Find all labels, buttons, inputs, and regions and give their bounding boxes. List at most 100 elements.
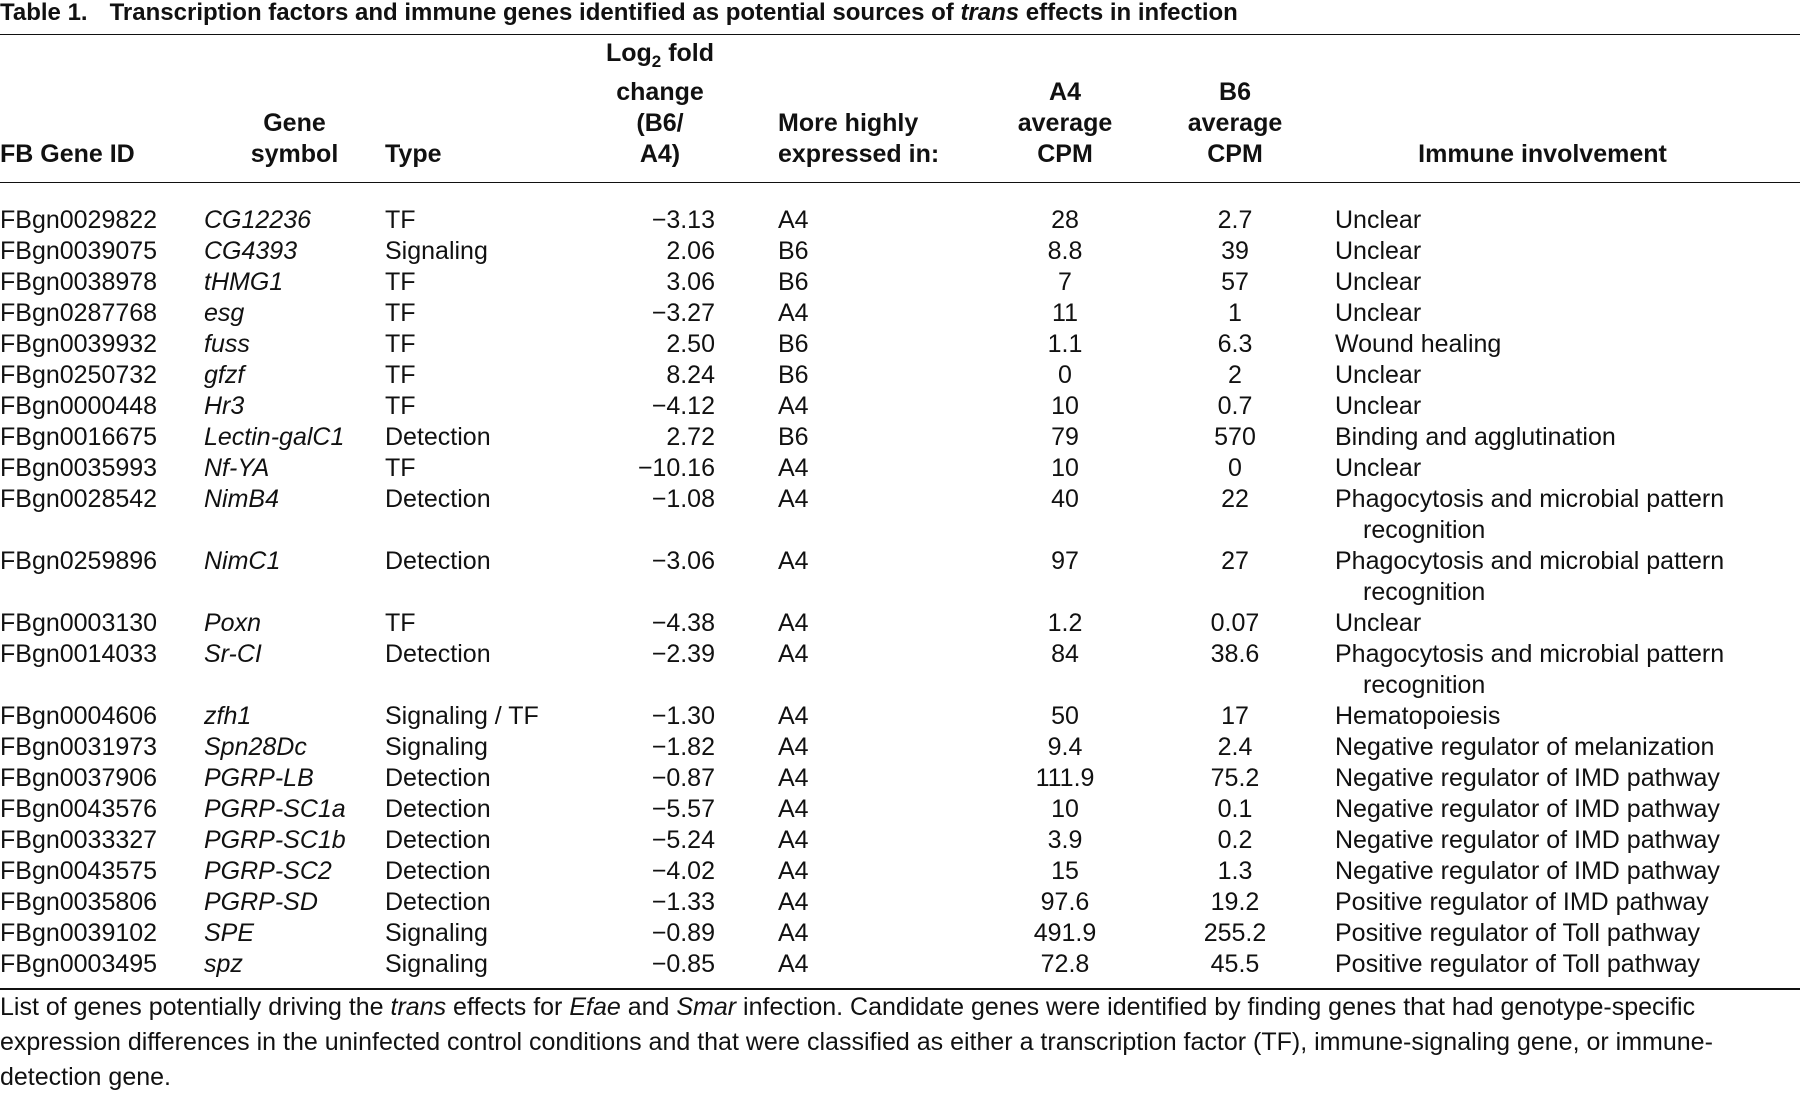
table-cell: 50 (1051, 702, 1079, 730)
table-cell: FBgn0038978 (0, 268, 158, 296)
text-run: A4) (639, 140, 681, 168)
header-line: Immune involvement (1285, 139, 1800, 170)
table-cell: gfzf (204, 361, 245, 389)
table-cell: Detection (385, 640, 491, 668)
table-cell: Unclear (1335, 268, 1422, 296)
italic-run: Efae (569, 993, 621, 1021)
table-cell: A4 (778, 392, 809, 420)
title-text: Transcription factors and immune genes i… (110, 0, 1238, 26)
table-cell: 45.5 (1185, 949, 1285, 990)
table-title: Table 1. Transcription factors and immune… (0, 0, 1238, 26)
table-row: FBgn0250732 gfzf TF 8.24 B6 0 2 Unclear (0, 360, 1800, 391)
table-cell: 1.1 (1047, 330, 1083, 358)
table-cell: FBgn0014033 (0, 640, 158, 668)
table-cell: 0.07 (1210, 609, 1260, 637)
table-cell: 1 (1228, 299, 1242, 327)
table-cell: 2.4 (1217, 733, 1253, 761)
table-cell: 2.50 (666, 330, 715, 358)
table-cell: Phagocytosis and microbial pattern recog… (1335, 547, 1725, 606)
italic-run: trans (960, 0, 1020, 26)
header-line: FB Gene ID (0, 139, 204, 170)
table-cell: Unclear (1335, 206, 1422, 234)
table-cell: FBgn0031973 (0, 733, 158, 761)
table-cell: A4 (778, 764, 809, 792)
table-cell: −4.12 (651, 392, 715, 420)
text-run: B6 (1219, 78, 1251, 106)
table-cell: A4 (778, 454, 809, 482)
table-cell: B6 (778, 237, 809, 265)
table-cell: 0 (1058, 361, 1072, 389)
table-cell: A4 (778, 206, 809, 234)
table-cell: −2.39 (651, 640, 715, 668)
table-cell: A4 (778, 733, 809, 761)
table-cell: fuss (204, 330, 250, 358)
table-cell: A4 (778, 888, 809, 916)
header-line: A4 (945, 77, 1185, 108)
table-cell: Phagocytosis and microbial pattern recog… (1335, 485, 1725, 544)
italic-run: trans (390, 993, 447, 1021)
table-cell: −4.02 (651, 857, 715, 885)
table-row: FBgn0028542 NimB4 Detection −1.08 A4 40 22 Phag… (0, 484, 1800, 546)
column-header: Type (385, 38, 605, 183)
header-line: average (945, 108, 1185, 139)
table-cell: 1.2 (1047, 609, 1083, 637)
table-cell: 38.6 (1210, 640, 1260, 668)
table-cell: FBgn0016675 (0, 423, 158, 451)
header-line: average (1185, 108, 1285, 139)
table-cell: A4 (778, 485, 809, 513)
table-cell: Unclear (1335, 361, 1422, 389)
table-cell: B6 (778, 423, 809, 451)
table-cell: TF (385, 454, 416, 482)
table-cell: TF (385, 361, 416, 389)
table-cell: 39 (1221, 237, 1249, 265)
header-line: expressed in: (778, 139, 945, 170)
table-row: FBgn0035806 PGRP-SD Detection −1.33 A4 97.6 19… (0, 887, 1800, 918)
table-cell: FBgn0004606 (0, 702, 158, 730)
text-run: infection. Candidate genes were identifi… (0, 993, 1713, 1091)
table-cell: −3.27 (651, 299, 715, 327)
table-label: Table 1. (0, 0, 88, 26)
table-cell: TF (385, 609, 416, 637)
table-cell: 72.8 (945, 949, 1185, 990)
header-line: Gene (204, 108, 385, 139)
table-cell: Unclear (1335, 392, 1422, 420)
table-row: FBgn0003130 Poxn TF −4.38 A4 1.2 0.07 Unclear (0, 608, 1800, 639)
table-cell: TF (385, 268, 416, 296)
text-run: and (620, 993, 677, 1021)
text-run: Log (605, 39, 652, 67)
table-cell: Binding and agglutination (1335, 423, 1616, 451)
table-cell: Detection (385, 423, 491, 451)
table-cell: Hematopoiesis (1335, 702, 1501, 730)
column-header: Gene symbol (204, 38, 385, 183)
table-cell: Sr-CI (204, 640, 262, 668)
table-cell: 57 (1221, 268, 1249, 296)
column-header: FB Gene ID (0, 38, 204, 183)
table-cell: Poxn (204, 609, 261, 637)
table-cell: FBgn0037906 (0, 764, 158, 792)
table-cell: Wound healing (1335, 330, 1502, 358)
table-cell: CG12236 (204, 206, 312, 234)
table-cell: PGRP-SC2 (204, 857, 332, 885)
table-cell: −3.13 (651, 206, 715, 234)
table-row: FBgn0038978 tHMG1 TF 3.06 B6 7 57 Unclear (0, 267, 1800, 298)
table-row: FBgn0039932 fuss TF 2.50 B6 1.1 6.3 Wound heali… (0, 329, 1800, 360)
table-cell: −0.85 (605, 949, 715, 990)
table-row: FBgn0259896 NimC1 Detection −3.06 A4 97 27 Phag… (0, 546, 1800, 608)
table-row: FBgn0029822 CG12236 TF −3.13 A4 28 2.7 Unclear (0, 183, 1800, 237)
table-cell: 1.3 (1217, 857, 1253, 885)
table-cell: PGRP-SC1b (204, 826, 346, 854)
table-cell: FBgn0287768 (0, 299, 158, 327)
table-row: FBgn0003495 spz Signaling −0.85 A4 72.8 45.5 Po… (0, 949, 1800, 990)
table-cell: 6.3 (1217, 330, 1253, 358)
table-cell: 3.9 (1047, 826, 1083, 854)
table-cell: 19.2 (1210, 888, 1260, 916)
table-cell: A4 (778, 609, 809, 637)
header-row: FB Gene ID Gene symbol Type Log2 fold change … (0, 38, 1800, 183)
table-cell: 97 (1051, 547, 1079, 575)
header-line: CPM (945, 139, 1185, 170)
data-table: FB Gene ID Gene symbol Type Log2 fold change … (0, 38, 1800, 990)
table-cell: −1.08 (651, 485, 715, 513)
table-cell: Spn28Dc (204, 733, 307, 761)
column-header: B6 average CPM (1185, 38, 1285, 183)
table-cell: FBgn0039102 (0, 919, 158, 947)
